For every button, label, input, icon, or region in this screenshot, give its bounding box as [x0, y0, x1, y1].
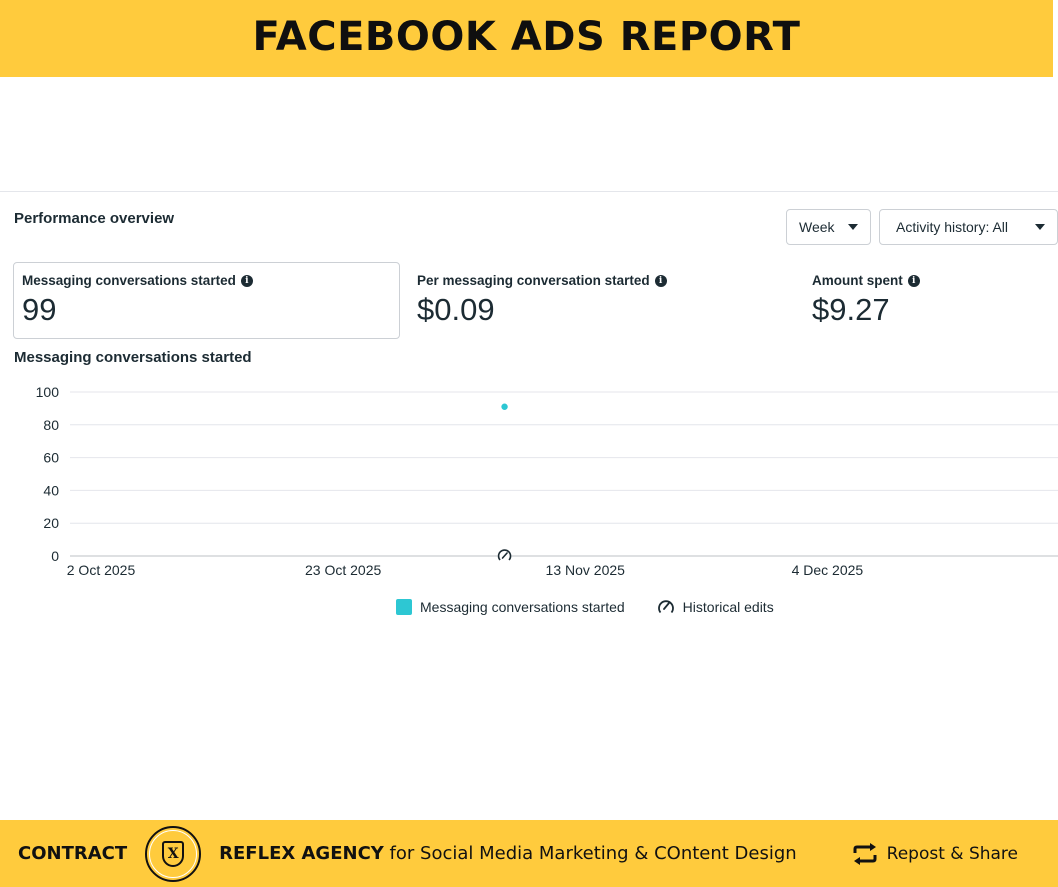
performance-overview-title: Performance overview — [14, 210, 175, 227]
section-divider — [0, 191, 1058, 192]
historical-edits-icon — [657, 600, 674, 614]
info-icon[interactable]: i — [240, 274, 253, 287]
info-icon[interactable]: i — [654, 274, 667, 287]
metric-value: $0.09 — [417, 292, 495, 327]
footer-bar: CONTRACT X REFLEX AGENCY for Social Medi… — [0, 820, 1058, 887]
historical-edit-marker-icon[interactable] — [497, 549, 512, 563]
info-icon[interactable]: i — [907, 274, 920, 287]
metric-value: $9.27 — [812, 292, 890, 327]
legend-item-historical-edits[interactable]: Historical edits — [625, 598, 774, 616]
metric-value: 99 — [22, 292, 57, 327]
activity-history-dropdown[interactable]: Activity history: All — [879, 209, 1058, 245]
y-tick-label: 80 — [43, 417, 59, 433]
x-tick-label: 2 Oct 2025 — [67, 562, 136, 578]
caret-down-icon — [1035, 224, 1045, 230]
week-dropdown[interactable]: Week — [786, 209, 871, 245]
legend-series-label: Messaging conversations started — [420, 599, 625, 615]
metric-card-amount-spent[interactable]: Amount spent i $9.27 — [803, 262, 1058, 339]
y-tick-label: 100 — [36, 384, 60, 400]
activity-history-label: Activity history: All — [896, 219, 1009, 235]
report-banner: FACEBOOK ADS REPORT — [0, 0, 1053, 77]
series-swatch — [396, 599, 412, 615]
x-tick-label: 13 Nov 2025 — [546, 562, 626, 578]
chart-legend: Messaging conversations started Historic… — [396, 598, 774, 616]
report-title: FACEBOOK ADS REPORT — [252, 13, 801, 60]
legend-item-series[interactable]: Messaging conversations started — [396, 599, 625, 615]
agency-name: REFLEX AGENCY — [219, 843, 384, 864]
agency-logo: X — [145, 825, 202, 882]
chart-title: Messaging conversations started — [14, 349, 252, 366]
y-tick-label: 0 — [51, 548, 59, 564]
y-tick-label: 20 — [43, 515, 59, 531]
metric-label: Per messaging conversation started — [417, 273, 650, 288]
footer-contract: CONTRACT — [18, 843, 128, 864]
repost-share-button[interactable]: Repost & Share — [851, 842, 1018, 865]
repost-share-label: Repost & Share — [886, 843, 1018, 864]
data-point — [501, 403, 508, 410]
messaging-conversations-chart: 0 20 40 60 80 100 2 Oct 2025 23 Oct 2025 13 Nov … — [36, 384, 1058, 578]
week-dropdown-label: Week — [799, 219, 835, 235]
x-tick-label: 4 Dec 2025 — [792, 562, 864, 578]
shield-logo-icon: X — [162, 840, 185, 867]
legend-edits-label: Historical edits — [682, 599, 774, 615]
metric-label: Messaging conversations started — [22, 273, 236, 288]
agency-tagline: for Social Media Marketing & COntent Des… — [389, 843, 797, 864]
y-tick-label: 40 — [43, 482, 59, 498]
x-tick-label: 23 Oct 2025 — [305, 562, 381, 578]
caret-down-icon — [848, 224, 858, 230]
y-tick-label: 60 — [43, 450, 59, 466]
repost-icon — [853, 842, 877, 865]
metric-label: Amount spent — [812, 273, 903, 288]
metric-card-messaging-conversations[interactable]: Messaging conversations started i 99 — [13, 262, 400, 339]
metric-card-cost-per-conversation[interactable]: Per messaging conversation started i $0.… — [408, 262, 788, 339]
